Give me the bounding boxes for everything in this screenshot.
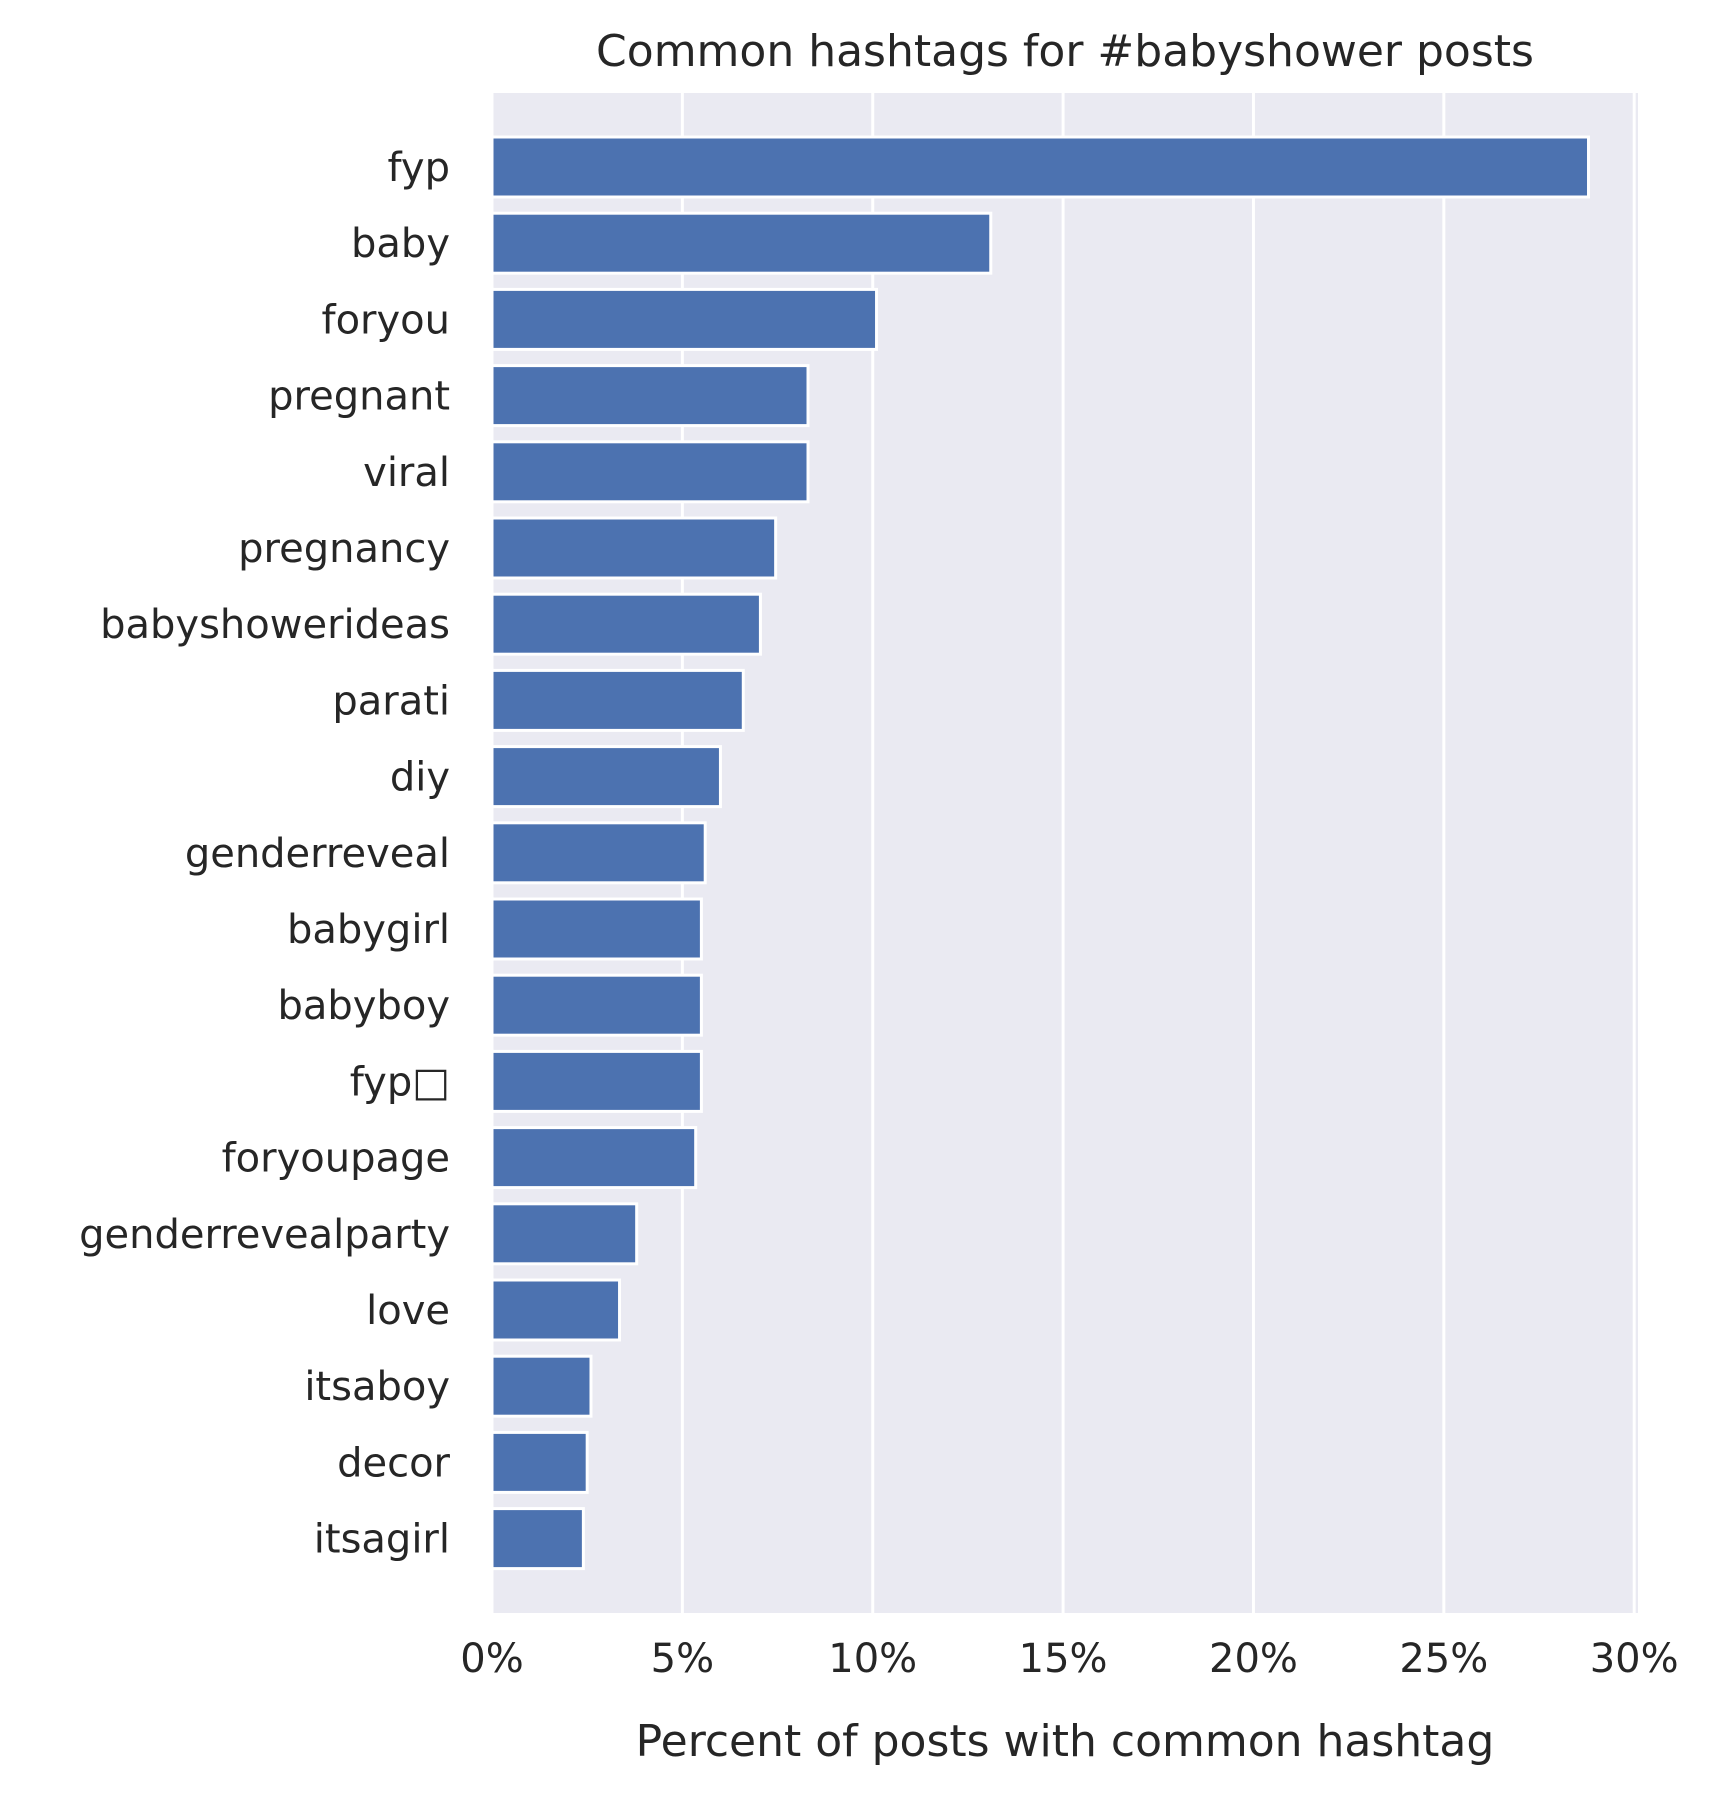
y-tick-label-15: love [366,1288,450,1334]
x-tick-label-3: 15% [1019,1636,1108,1682]
y-tick-label-6: babyshowerideas [100,602,450,648]
bar-2 [490,287,879,351]
bar-6 [490,592,762,656]
y-tick-label-14: genderrevealparty [79,1212,450,1258]
bars [490,135,1591,1571]
bar-16 [490,1354,593,1418]
x-axis-label: Percent of posts with common hashtag [636,1716,1495,1767]
bar-15 [490,1278,622,1342]
bar-11 [490,973,703,1037]
y-tick-label-10: babygirl [287,907,450,953]
x-tick-label-5: 25% [1399,1636,1488,1682]
x-tick-label-0: 0% [460,1636,523,1682]
x-tick-label-1: 5% [651,1636,714,1682]
y-tick-label-0: fyp [388,145,450,191]
bar-0 [490,135,1591,199]
y-tick-label-13: foryoupage [222,1136,450,1182]
y-tick-label-1: baby [351,221,450,267]
chart-title: Common hashtags for #babyshower posts [596,26,1534,77]
bar-18 [490,1507,585,1571]
y-tick-label-18: itsagirl [314,1517,450,1563]
bar-17 [490,1430,589,1494]
bar-14 [490,1202,639,1266]
y-tick-label-9: genderreveal [185,831,450,877]
x-tick-label-6: 30% [1590,1636,1679,1682]
x-tick-label-4: 20% [1209,1636,1298,1682]
bar-3 [490,364,810,428]
y-tick-label-8: diy [390,755,450,801]
x-tick-labels: 0% 5% 10% 15% 20% 25% 30% [460,1636,1678,1682]
y-tick-label-4: viral [363,450,450,496]
y-tick-label-5: pregnancy [238,526,450,572]
y-tick-label-3: pregnant [268,374,450,420]
y-tick-label-7: parati [332,678,450,724]
x-tick-label-2: 10% [828,1636,917,1682]
bar-10 [490,897,703,961]
y-tick-label-11: babyboy [278,983,451,1029]
bar-13 [490,1126,698,1190]
y-tick-label-16: itsaboy [304,1364,450,1410]
bar-4 [490,440,810,504]
bar-1 [490,211,993,275]
bar-8 [490,745,722,809]
y-tick-label-17: decor [337,1440,450,1486]
bar-12 [490,1049,703,1113]
bar-9 [490,821,707,885]
y-tick-label-2: foryou [322,297,451,343]
y-tick-labels: fyp baby foryou pregnant viral pregnancy babys… [79,145,450,1563]
y-tick-label-12: fyp□ [350,1059,450,1105]
bar-7 [490,668,745,732]
bar-5 [490,516,778,580]
